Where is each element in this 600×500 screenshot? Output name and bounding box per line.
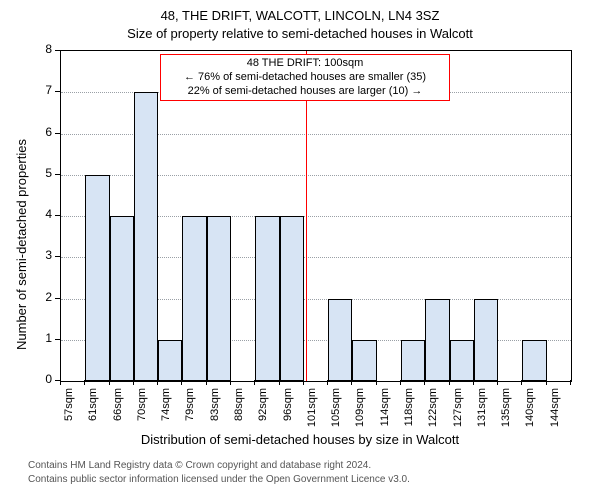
ytick-label: 0 xyxy=(32,372,52,386)
ytick-label: 1 xyxy=(32,331,52,345)
xtick-mark xyxy=(109,380,110,385)
xtick-mark xyxy=(181,380,182,385)
bar xyxy=(425,299,449,382)
xtick-mark xyxy=(303,380,304,385)
annotation-box: 48 THE DRIFT: 100sqm← 76% of semi-detach… xyxy=(160,54,450,101)
xtick-mark xyxy=(424,380,425,385)
ytick-mark xyxy=(55,256,60,257)
xtick-mark xyxy=(400,380,401,385)
chart-title-1: 48, THE DRIFT, WALCOTT, LINCOLN, LN4 3SZ xyxy=(0,8,600,23)
annotation-line: ← 76% of semi-detached houses are smalle… xyxy=(165,71,445,85)
xtick-mark xyxy=(327,380,328,385)
xtick-label: 135sqm xyxy=(500,388,512,433)
xtick-label: 96sqm xyxy=(282,388,294,433)
xtick-mark xyxy=(157,380,158,385)
xtick-label: 118sqm xyxy=(403,388,415,433)
bar xyxy=(85,175,109,381)
xtick-label: 74sqm xyxy=(160,388,172,433)
bar xyxy=(450,340,474,381)
xtick-label: 66sqm xyxy=(112,388,124,433)
x-axis-label: Distribution of semi-detached houses by … xyxy=(0,432,600,447)
xtick-mark xyxy=(84,380,85,385)
ytick-mark xyxy=(55,174,60,175)
xtick-mark xyxy=(570,380,571,385)
xtick-mark xyxy=(254,380,255,385)
xtick-label: 101sqm xyxy=(306,388,318,433)
xtick-mark xyxy=(206,380,207,385)
annotation-line: 22% of semi-detached houses are larger (… xyxy=(165,85,445,99)
bar xyxy=(328,299,352,382)
ytick-label: 2 xyxy=(32,290,52,304)
xtick-label: 79sqm xyxy=(184,388,196,433)
xtick-mark xyxy=(351,380,352,385)
bar xyxy=(352,340,376,381)
bar xyxy=(280,216,304,381)
xtick-mark xyxy=(60,380,61,385)
credit-line-1: Contains HM Land Registry data © Crown c… xyxy=(28,460,371,471)
ytick-mark xyxy=(55,50,60,51)
xtick-mark xyxy=(133,380,134,385)
xtick-label: 127sqm xyxy=(452,388,464,433)
ytick-label: 6 xyxy=(32,125,52,139)
xtick-label: 122sqm xyxy=(427,388,439,433)
xtick-label: 92sqm xyxy=(257,388,269,433)
xtick-mark xyxy=(497,380,498,385)
ytick-label: 7 xyxy=(32,83,52,97)
xtick-mark xyxy=(230,380,231,385)
bar xyxy=(401,340,425,381)
xtick-mark xyxy=(376,380,377,385)
xtick-label: 83sqm xyxy=(209,388,221,433)
ytick-mark xyxy=(55,339,60,340)
ytick-mark xyxy=(55,91,60,92)
xtick-label: 61sqm xyxy=(87,388,99,433)
xtick-label: 57sqm xyxy=(63,388,75,433)
ytick-label: 4 xyxy=(32,207,52,221)
bar xyxy=(255,216,279,381)
bar xyxy=(110,216,134,381)
bar xyxy=(474,299,498,382)
credit-line-2: Contains public sector information licen… xyxy=(28,474,410,485)
bar xyxy=(182,216,206,381)
ytick-label: 8 xyxy=(32,42,52,56)
xtick-label: 88sqm xyxy=(233,388,245,433)
bar xyxy=(522,340,546,381)
chart-title-2: Size of property relative to semi-detach… xyxy=(0,26,600,41)
xtick-mark xyxy=(546,380,547,385)
xtick-label: 105sqm xyxy=(330,388,342,433)
xtick-label: 70sqm xyxy=(136,388,148,433)
ytick-mark xyxy=(55,215,60,216)
ytick-label: 5 xyxy=(32,166,52,180)
ytick-label: 3 xyxy=(32,248,52,262)
y-axis-label: Number of semi-detached properties xyxy=(14,139,29,350)
xtick-label: 140sqm xyxy=(524,388,536,433)
bar xyxy=(134,92,158,381)
xtick-label: 109sqm xyxy=(354,388,366,433)
ytick-mark xyxy=(55,298,60,299)
bar xyxy=(158,340,182,381)
xtick-mark xyxy=(473,380,474,385)
xtick-label: 131sqm xyxy=(476,388,488,433)
ytick-mark xyxy=(55,133,60,134)
xtick-mark xyxy=(279,380,280,385)
xtick-label: 144sqm xyxy=(549,388,561,433)
bar xyxy=(207,216,231,381)
xtick-label: 114sqm xyxy=(379,388,391,433)
xtick-mark xyxy=(521,380,522,385)
annotation-line: 48 THE DRIFT: 100sqm xyxy=(165,57,445,71)
xtick-mark xyxy=(449,380,450,385)
